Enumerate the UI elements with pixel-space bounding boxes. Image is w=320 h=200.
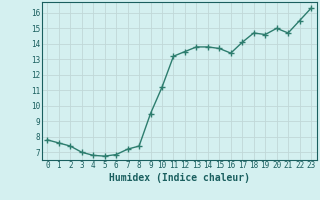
- X-axis label: Humidex (Indice chaleur): Humidex (Indice chaleur): [109, 173, 250, 183]
